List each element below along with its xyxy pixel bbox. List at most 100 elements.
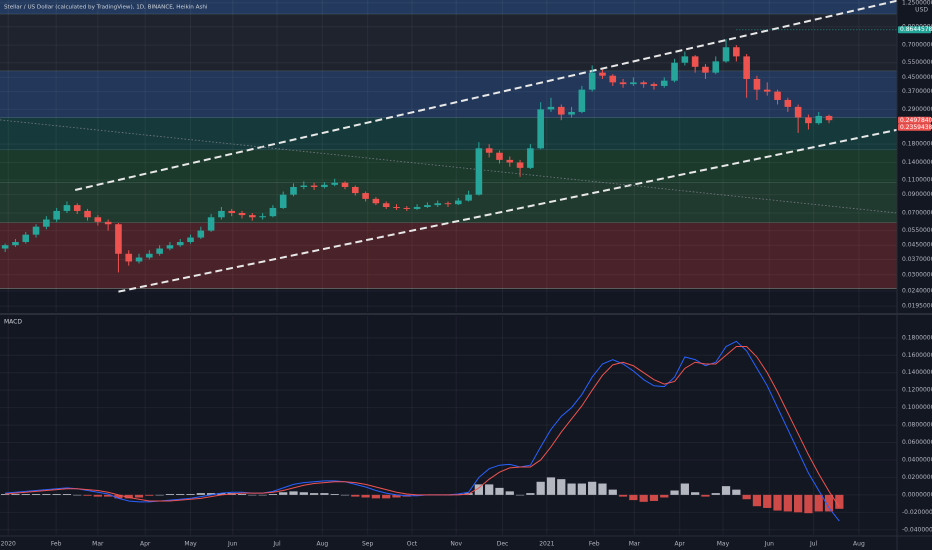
candle-body (382, 203, 390, 207)
histogram-bar (680, 483, 689, 495)
candle-body (578, 89, 586, 112)
histogram-bar (11, 493, 20, 495)
histogram-bar (557, 479, 566, 495)
macd-pane (0, 316, 897, 535)
candle-body (228, 210, 236, 213)
histogram-bar (258, 494, 267, 496)
y-tick-label: 0.0550000 (902, 227, 932, 234)
candle-body (43, 219, 50, 227)
candle-body (609, 75, 617, 83)
candle-body (104, 221, 112, 225)
candle-body (753, 78, 761, 90)
candle-body (166, 245, 174, 249)
price-badge (898, 123, 931, 131)
candle-body (537, 109, 544, 149)
histogram-bar (495, 487, 504, 495)
histogram-bar (196, 493, 205, 495)
x-tick-label: Jul (809, 541, 818, 548)
histogram-bar (73, 494, 82, 496)
histogram-bar (124, 494, 133, 499)
candle-body (53, 210, 60, 220)
candle-body (733, 47, 740, 57)
histogram-bar (505, 491, 514, 495)
x-tick-label: Jun (227, 541, 238, 548)
y-tick-label: 0.0000000 (902, 491, 932, 498)
candle-body (640, 82, 647, 85)
candle-body (413, 206, 421, 209)
histogram-bar (237, 493, 247, 495)
histogram-bar (824, 494, 834, 512)
candle-body (568, 111, 575, 115)
y-tick-label: 0.1100000 (902, 177, 932, 184)
histogram-bar (567, 483, 576, 495)
x-tick-label: Sep (362, 541, 374, 548)
candle-body (671, 62, 678, 81)
histogram-bar (752, 494, 762, 507)
x-tick-label: Apr (675, 541, 686, 548)
candle-body (269, 207, 277, 217)
y-tick-label: 0.0700000 (902, 209, 932, 216)
y-tick-label: 0.3700000 (902, 88, 932, 95)
candle-body (815, 115, 823, 124)
x-tick-label: Jul (272, 541, 281, 548)
candle-body (249, 215, 256, 218)
x-tick-label: Aug (853, 541, 865, 548)
candle-body (352, 186, 359, 194)
x-tick-label: Feb (589, 541, 600, 548)
x-tick-label: Mar (629, 541, 641, 548)
candle-body (321, 184, 328, 187)
candle-body (393, 206, 400, 208)
y-tick-label: 0.1800000 (902, 334, 932, 341)
candle-body (588, 72, 596, 90)
candle-body (156, 248, 163, 254)
candle-body (691, 56, 699, 67)
candle-body (135, 257, 143, 262)
histogram-bar (588, 481, 597, 495)
histogram-bar (660, 494, 669, 498)
histogram-bar (176, 493, 185, 495)
candle-body (424, 205, 431, 207)
histogram-bar (279, 492, 288, 495)
histogram-bar (629, 494, 638, 501)
candle-body (22, 234, 30, 243)
histogram-bar (670, 490, 679, 495)
y-tick-label: 0.0370000 (902, 256, 932, 263)
candle-body (73, 205, 81, 211)
histogram-bar (804, 494, 813, 514)
histogram-bar (608, 489, 617, 495)
histogram-bar (618, 494, 628, 497)
chart-title: Stellar / US Dollar (calculated by Tradi… (4, 5, 208, 11)
y-tick-label: 0.0195000 (902, 303, 932, 310)
histogram-bar (351, 494, 360, 497)
candle-body (485, 148, 493, 153)
x-tick-label: Aug (316, 541, 328, 548)
histogram-bar (134, 494, 144, 498)
y-tick-label: 0.0200000 (902, 474, 932, 481)
candle-body (63, 205, 71, 211)
candle-body (743, 56, 750, 79)
candle-body (300, 185, 308, 187)
currency-label: USD (915, 7, 928, 14)
candle-body (341, 182, 349, 187)
zone (0, 222, 897, 289)
candle-body (496, 152, 503, 160)
histogram-bar (52, 493, 61, 495)
histogram-bar (83, 494, 92, 496)
histogram-bar (31, 493, 41, 495)
zone (0, 150, 897, 183)
candle-body (784, 99, 792, 107)
y-tick-label: 0.1800000 (902, 141, 932, 148)
candle-body (331, 182, 338, 185)
histogram-bar (485, 484, 494, 495)
histogram-bar (577, 483, 586, 495)
histogram-bar (773, 494, 782, 511)
candle-body (125, 253, 133, 262)
x-tick-label: 2020 (1, 541, 16, 548)
candle-body (475, 148, 483, 195)
histogram-bar (155, 494, 164, 496)
price-badge-label: 0.2497840 (900, 117, 932, 124)
x-tick-label: May (184, 541, 197, 548)
candle-body (362, 193, 369, 199)
histogram-bar (721, 486, 731, 495)
